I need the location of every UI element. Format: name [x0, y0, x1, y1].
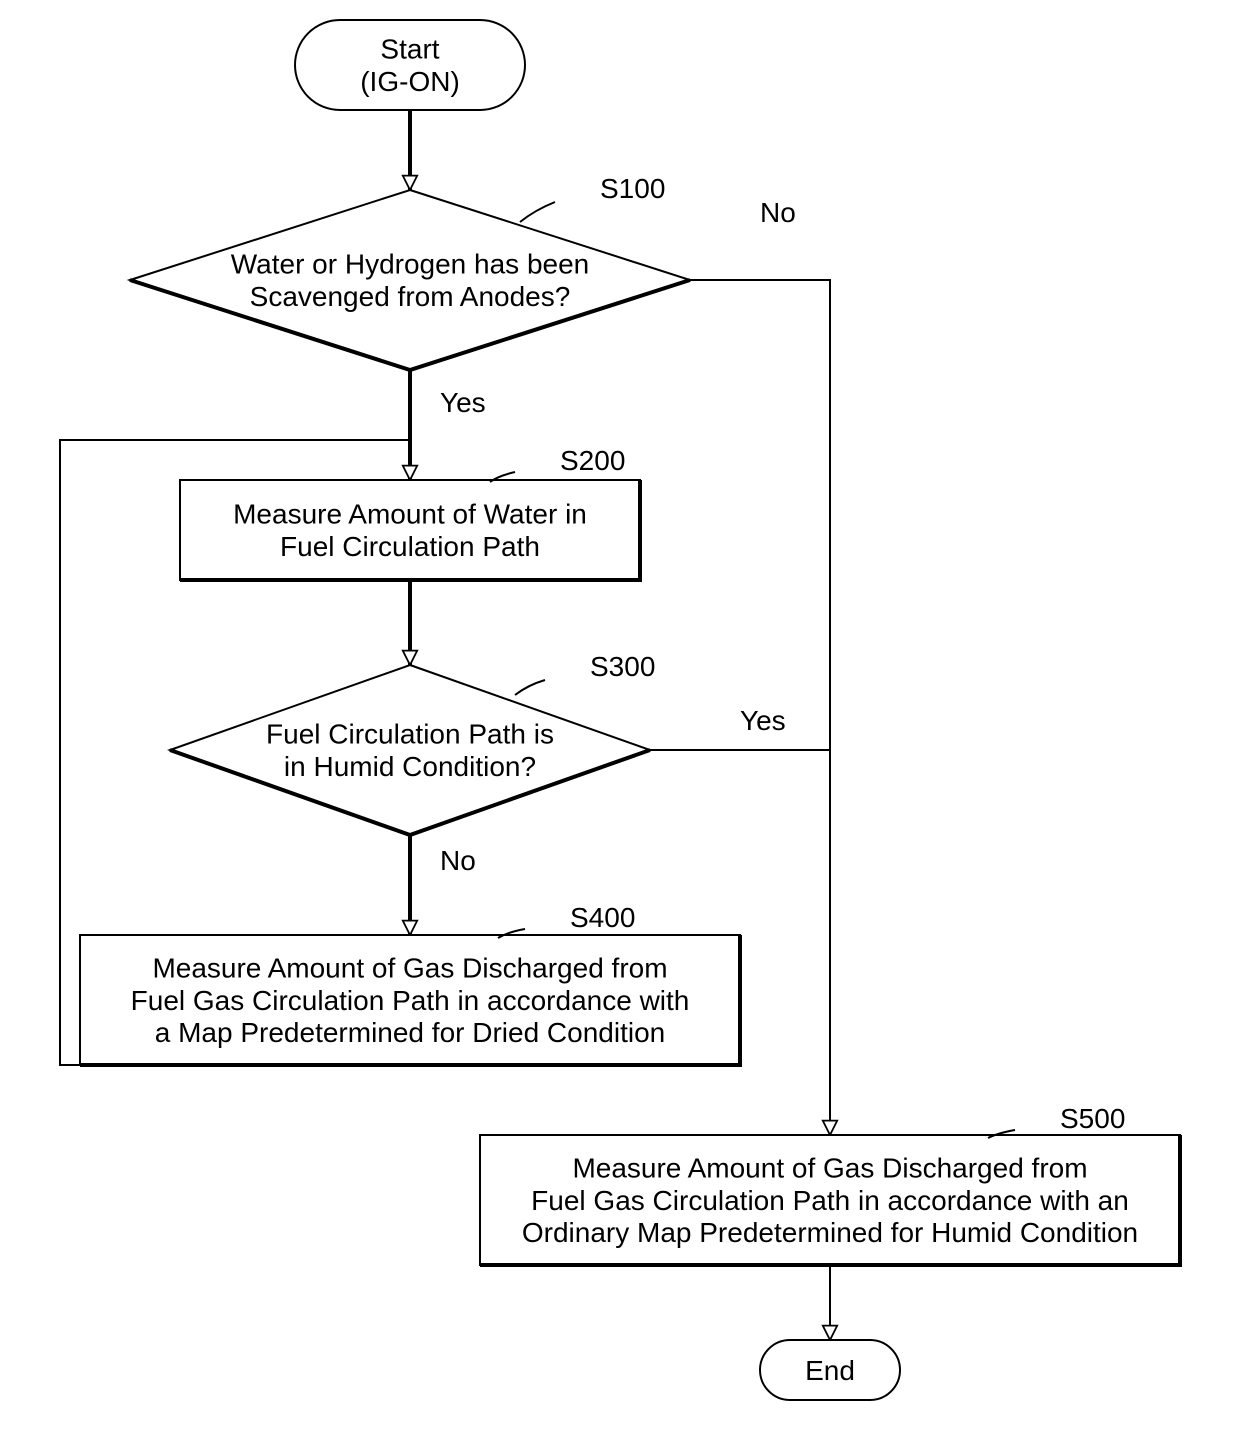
s400-text-line-0: Measure Amount of Gas Discharged from: [152, 953, 667, 984]
edge-label-yes: Yes: [740, 705, 786, 736]
s100-text-line-0: Water or Hydrogen has been: [231, 249, 590, 280]
tag-text-S200: S200: [560, 445, 625, 476]
flowchart-canvas: Yes No No Yes Start(IG-ON) Water or Hydrogen …: [0, 0, 1240, 1435]
s300-text-line-0: Fuel Circulation Path is: [266, 719, 554, 750]
s100-text-line-1: Scavenged from Anodes?: [250, 281, 571, 312]
s200-text-line-0: Measure Amount of Water in: [233, 499, 587, 530]
edge-label-no: No: [760, 197, 796, 228]
end-text-line-0: End: [805, 1355, 855, 1386]
tag-leader-S300: [515, 680, 545, 695]
s400-text-line-1: Fuel Gas Circulation Path in accordance …: [131, 985, 690, 1016]
start-text-line-0: Start: [380, 34, 439, 65]
s200-text-line-1: Fuel Circulation Path: [280, 531, 540, 562]
tag-text-S500: S500: [1060, 1103, 1125, 1134]
tag-text-S400: S400: [570, 902, 635, 933]
edge-label-yes: Yes: [440, 387, 486, 418]
s500-text-line-2: Ordinary Map Predetermined for Humid Con…: [522, 1217, 1138, 1248]
start-text-line-1: (IG-ON): [360, 66, 460, 97]
s500-text-line-1: Fuel Gas Circulation Path in accordance …: [531, 1185, 1129, 1216]
tag-text-S300: S300: [590, 651, 655, 682]
s400-text-line-2: a Map Predetermined for Dried Condition: [155, 1017, 665, 1048]
edge-label-no: No: [440, 845, 476, 876]
s300-text-line-1: in Humid Condition?: [284, 751, 536, 782]
nodes-layer: Start(IG-ON) Water or Hydrogen has beenSc…: [80, 20, 1180, 1400]
tag-leader-S100: [520, 202, 555, 222]
s500-text-line-0: Measure Amount of Gas Discharged from: [572, 1153, 1087, 1184]
tag-text-S100: S100: [600, 173, 665, 204]
